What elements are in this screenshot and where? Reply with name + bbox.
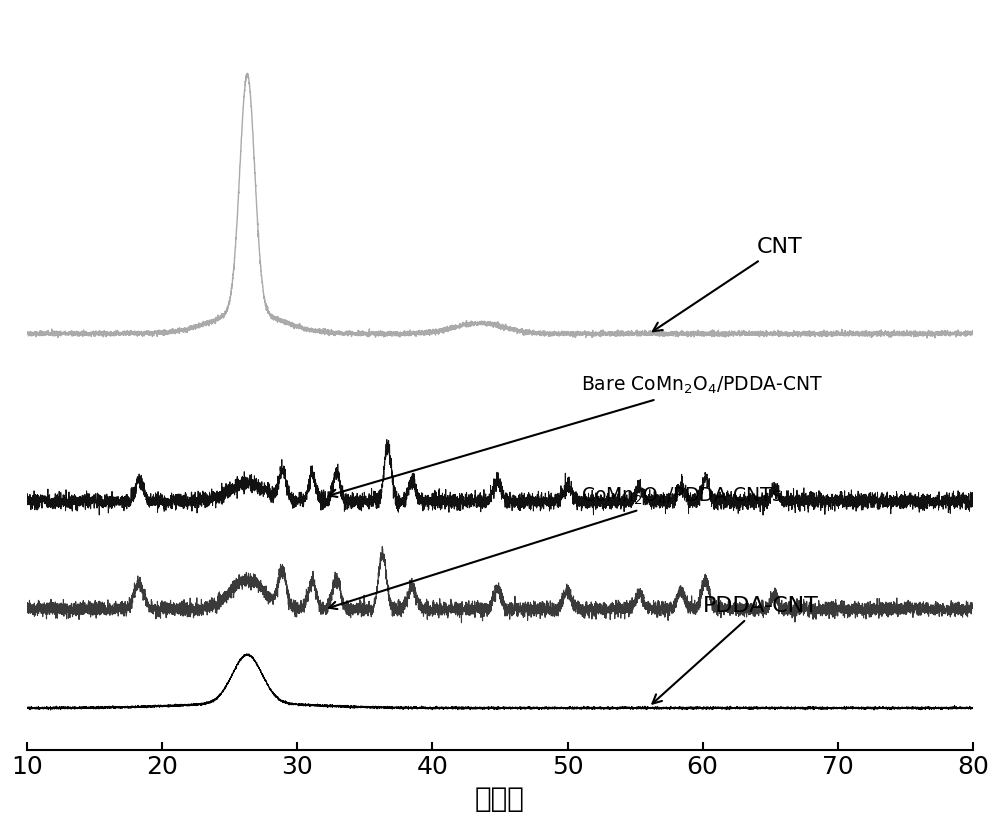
Text: CNT: CNT bbox=[653, 237, 802, 331]
Text: CoMn$_2$O$_4$/PDDA-CNTs: CoMn$_2$O$_4$/PDDA-CNTs bbox=[329, 485, 782, 609]
Text: Bare CoMn$_2$O$_4$/PDDA-CNT: Bare CoMn$_2$O$_4$/PDDA-CNT bbox=[329, 375, 823, 497]
Text: PDDA-CNT: PDDA-CNT bbox=[652, 597, 819, 704]
X-axis label: 衍射角: 衍射角 bbox=[475, 785, 525, 813]
